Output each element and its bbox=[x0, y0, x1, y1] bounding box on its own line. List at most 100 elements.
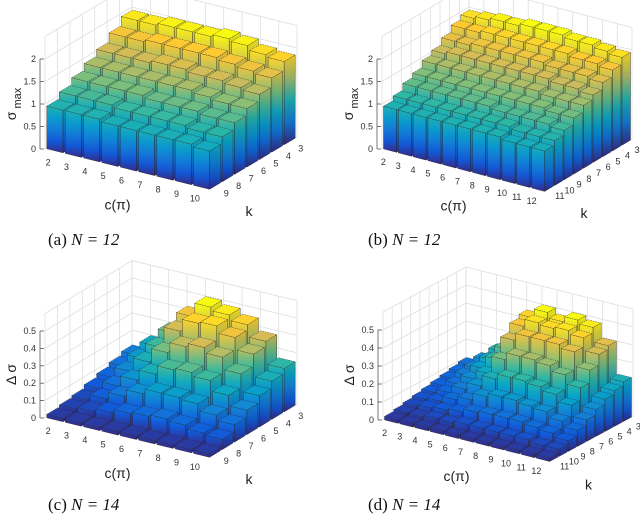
bar-top-face bbox=[194, 296, 223, 308]
bar-top-face bbox=[490, 58, 514, 68]
caption-equation: N = 14 bbox=[71, 495, 120, 514]
bar-top-face bbox=[200, 315, 229, 327]
bar-top-face bbox=[174, 438, 203, 450]
k-tick-label: 10 bbox=[564, 185, 574, 195]
bar-top-face bbox=[484, 424, 507, 433]
c-tick-label: 11 bbox=[517, 462, 526, 472]
bar-top-face bbox=[383, 411, 407, 420]
bar-top-face bbox=[138, 70, 167, 82]
bar-top-face bbox=[96, 42, 125, 54]
bar-top-face bbox=[521, 351, 544, 361]
c-tick-label: 2 bbox=[46, 157, 51, 167]
bar-top-face bbox=[542, 386, 565, 395]
c-axis-label: c(π) bbox=[105, 465, 131, 481]
c-tick-label: 4 bbox=[412, 436, 417, 446]
bar-side-shade bbox=[259, 87, 271, 160]
bar-top-face bbox=[82, 416, 112, 428]
bar-top-face bbox=[520, 66, 543, 76]
bar-side-shade bbox=[614, 386, 623, 427]
bar-top-face bbox=[470, 37, 494, 47]
bar-top-face bbox=[64, 411, 93, 423]
c-tick-label: 9 bbox=[174, 457, 179, 467]
bar-top-face bbox=[58, 85, 87, 97]
k-axis-label: k bbox=[581, 205, 589, 221]
bar-top-face bbox=[119, 119, 148, 131]
bar-top-face bbox=[441, 75, 465, 85]
bar-side-shade bbox=[593, 89, 602, 163]
bar bbox=[192, 140, 222, 190]
z-axis-label: σ max bbox=[3, 87, 24, 120]
k-tick-label: 11 bbox=[560, 462, 569, 472]
c-tick-label: 10 bbox=[497, 188, 507, 198]
bar-top-face bbox=[157, 16, 186, 28]
bar-side-shade bbox=[246, 403, 258, 435]
bar-top-face bbox=[545, 336, 569, 345]
k-tick-label: 9 bbox=[224, 188, 229, 198]
bar-top-face bbox=[144, 382, 173, 394]
bar-front-face bbox=[383, 105, 397, 153]
bar-top-face bbox=[423, 410, 447, 419]
bar-side-shade bbox=[271, 374, 283, 420]
bar-top-face bbox=[550, 121, 574, 131]
bar bbox=[230, 399, 259, 435]
bar-top-face bbox=[566, 379, 590, 388]
c-tick-label: 7 bbox=[137, 180, 142, 190]
c-tick-label: 6 bbox=[119, 444, 124, 454]
bar-top-face bbox=[267, 50, 296, 62]
bar-top-face bbox=[585, 346, 608, 355]
bar-top-face bbox=[393, 404, 416, 414]
bar bbox=[544, 441, 568, 457]
bar-top-face bbox=[206, 69, 235, 81]
z-label-sub: max bbox=[349, 87, 361, 111]
bar-side-shade bbox=[284, 54, 296, 145]
bar-top-face bbox=[162, 386, 191, 398]
bar-top-face bbox=[489, 12, 513, 22]
bar-top-face bbox=[461, 93, 485, 103]
z-tick-label: 0.5 bbox=[23, 122, 36, 132]
bar-top-face bbox=[437, 102, 460, 112]
bar-top-face bbox=[511, 124, 534, 134]
bar-top-face bbox=[540, 88, 563, 98]
bar-top-face bbox=[508, 414, 532, 423]
bar-side-shade bbox=[612, 64, 621, 151]
c-tick-label: 5 bbox=[428, 439, 433, 449]
bar-top-face bbox=[163, 37, 192, 49]
k-tick-label: 7 bbox=[249, 173, 254, 183]
bar-top-face bbox=[150, 110, 179, 122]
bar-top-face bbox=[493, 410, 517, 419]
bar-top-face bbox=[524, 37, 548, 47]
bar-top-face bbox=[496, 369, 520, 378]
bar-top-face bbox=[422, 98, 445, 108]
bar-side-shade bbox=[554, 135, 563, 186]
k-axis-label: k bbox=[585, 476, 593, 492]
k-tick-label: 7 bbox=[596, 168, 601, 178]
bar-front-face bbox=[83, 114, 100, 163]
bar-side-shade bbox=[564, 125, 573, 180]
bar-top-face bbox=[569, 329, 593, 339]
c-tick-label: 8 bbox=[156, 453, 161, 463]
bar-top-face bbox=[181, 312, 210, 324]
bar-top-face bbox=[598, 61, 622, 71]
bar-top-face bbox=[144, 91, 173, 103]
bar-top-face bbox=[529, 53, 553, 63]
bars bbox=[382, 9, 632, 192]
bars bbox=[46, 9, 296, 190]
bar-top-face bbox=[267, 357, 296, 369]
bar-top-face bbox=[137, 124, 167, 136]
bar-top-face bbox=[534, 22, 557, 32]
bars bbox=[383, 304, 633, 462]
bar-top-face bbox=[224, 363, 253, 375]
bar-top-face bbox=[230, 399, 259, 411]
bar-side-shade bbox=[222, 130, 233, 182]
bar-top-face bbox=[476, 97, 499, 107]
z-axis-label: Δ σ bbox=[3, 364, 19, 385]
k-tick-label: 7 bbox=[249, 441, 254, 451]
c-tick-label: 8 bbox=[470, 180, 475, 190]
bar-top-face bbox=[515, 95, 539, 105]
c-tick-label: 5 bbox=[101, 171, 106, 181]
bar-top-face bbox=[560, 109, 583, 119]
bar-top-face bbox=[64, 103, 93, 115]
bar-top-face bbox=[206, 346, 235, 358]
